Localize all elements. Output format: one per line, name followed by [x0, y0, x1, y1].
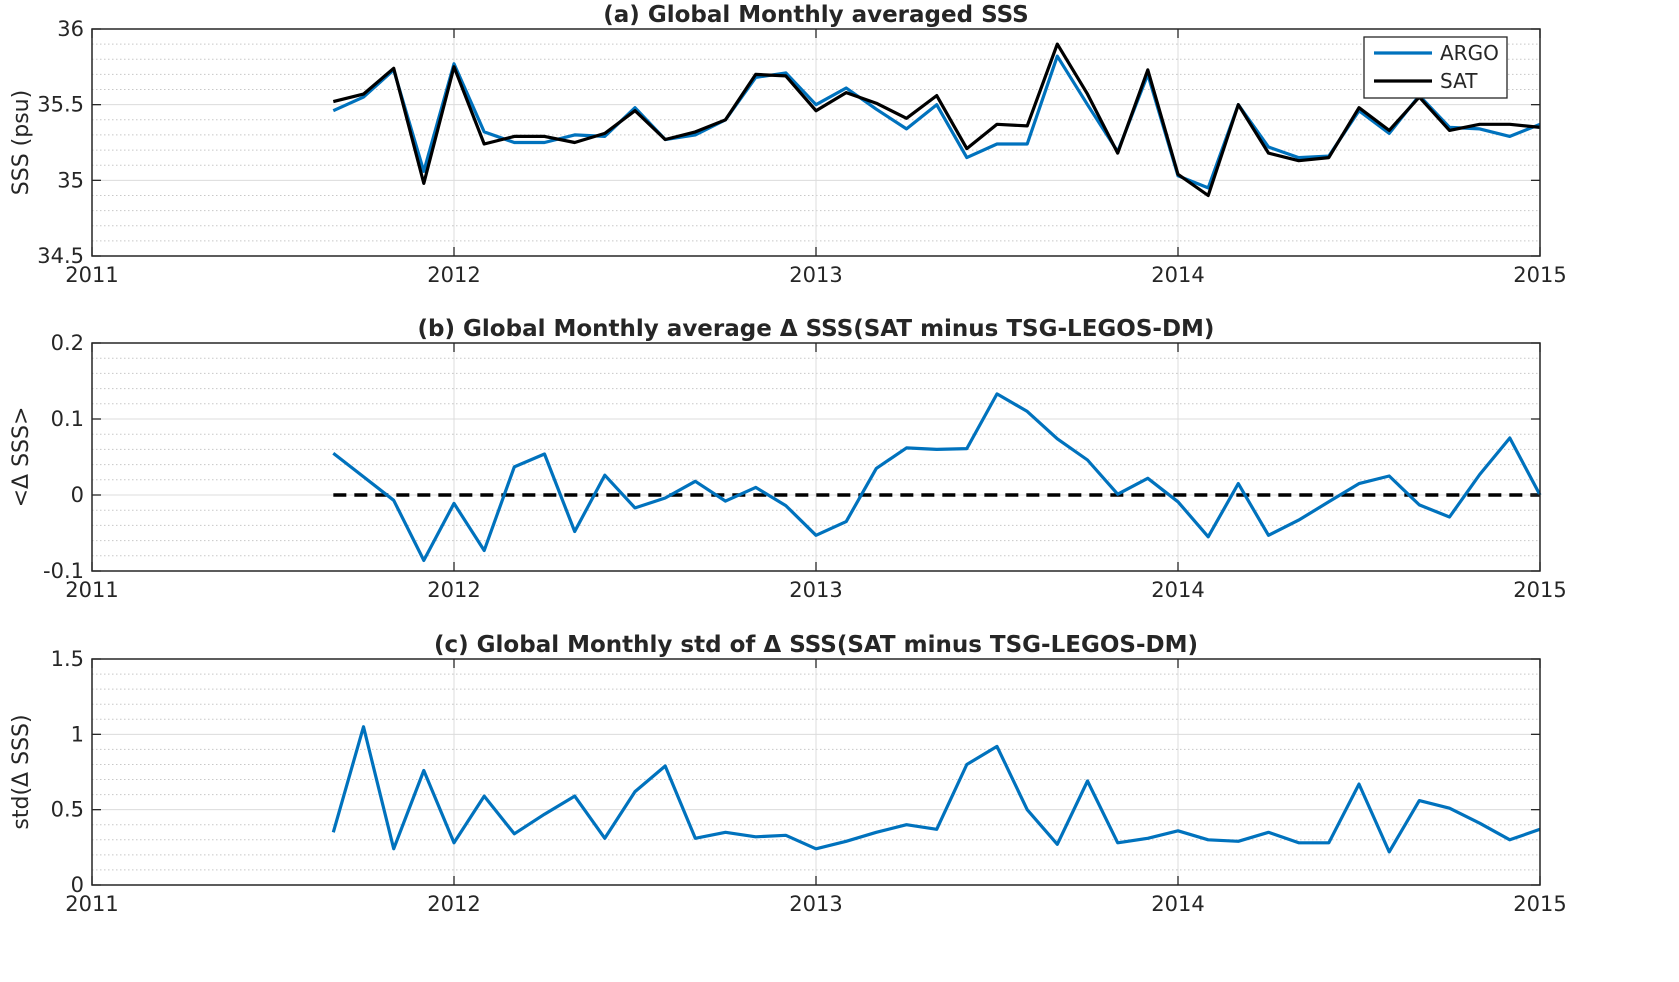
x-tick-label-a: 2014	[1151, 263, 1204, 287]
legend-box	[1363, 36, 1508, 99]
chart-title-a: (a) Global Monthly averaged SSS	[603, 2, 1028, 28]
y-axis-label-c: std(Δ SSS)	[9, 714, 34, 829]
ticks-c: 0 0.5 1 1.5 2011 2012 2013 2014 2015	[51, 647, 1567, 916]
panel-c: 0 0.5 1 1.5 2011 2012 2013 2014 2015 (c) Global …	[9, 632, 1567, 916]
x-tick-label-a: 2011	[65, 263, 118, 287]
y-tick-label-a: 36	[57, 17, 84, 41]
y-tick-label-b: 0.2	[51, 331, 84, 355]
x-tick-label-b: 2014	[1151, 578, 1204, 602]
y-tick-label-c: 1	[71, 722, 84, 746]
legend-label-argo: ARGO	[1440, 41, 1499, 65]
x-tick-label-a: 2013	[789, 263, 842, 287]
x-tick-label-a: 2012	[427, 263, 480, 287]
y-tick-label-b: -0.1	[43, 559, 84, 583]
y-tick-label-b: 0.1	[51, 407, 84, 431]
y-tick-label-a: 35.5	[37, 93, 84, 117]
panel-a: 34.5 35 35.5 36 2011 2012 2013 2014 2015 (a) Glo…	[9, 2, 1567, 287]
x-tick-label-b: 2013	[789, 578, 842, 602]
y-tick-label-a: 34.5	[37, 244, 84, 268]
y-tick-label-c: 1.5	[51, 647, 84, 671]
data-c	[331, 725, 1541, 854]
series-line-delta-sss-c	[331, 725, 1541, 854]
data-a	[332, 42, 1541, 198]
series-line-sat-a	[332, 42, 1541, 198]
y-axis-label-a: SSS (psu)	[9, 90, 34, 195]
chart-title-b: (b) Global Monthly average Δ SSS(SAT min…	[418, 316, 1215, 342]
legend-label-sat: SAT	[1440, 69, 1478, 93]
x-tick-label-c: 2013	[789, 892, 842, 916]
y-tick-label-c: 0.5	[51, 798, 84, 822]
y-tick-label-c: 0	[71, 873, 84, 897]
legend: ARGO SAT	[1363, 36, 1508, 99]
x-tick-label-a: 2015	[1513, 263, 1566, 287]
x-tick-label-c: 2012	[427, 892, 480, 916]
y-tick-label-b: 0	[71, 483, 84, 507]
ticks-a: 34.5 35 35.5 36 2011 2012 2013 2014 2015	[37, 17, 1566, 287]
x-tick-label-b: 2012	[427, 578, 480, 602]
series-line-delta-sss-b	[332, 392, 1542, 563]
x-tick-label-c: 2014	[1151, 892, 1204, 916]
ticks-b: -0.1 0 0.1 0.2 2011 2012 2013 2014 2015	[43, 331, 1567, 602]
x-tick-label-c: 2011	[65, 892, 118, 916]
x-tick-label-b: 2011	[65, 578, 118, 602]
x-tick-label-c: 2015	[1513, 892, 1566, 916]
data-b	[332, 392, 1542, 563]
y-tick-label-a: 35	[57, 168, 84, 192]
y-axis-label-b: <Δ SSS>	[9, 407, 34, 508]
chart-title-c: (c) Global Monthly std of Δ SSS(SAT minu…	[434, 632, 1198, 658]
panel-b: -0.1 0 0.1 0.2 2011 2012 2013 2014 2015 (b) Glob…	[9, 316, 1567, 602]
x-tick-label-b: 2015	[1513, 578, 1566, 602]
